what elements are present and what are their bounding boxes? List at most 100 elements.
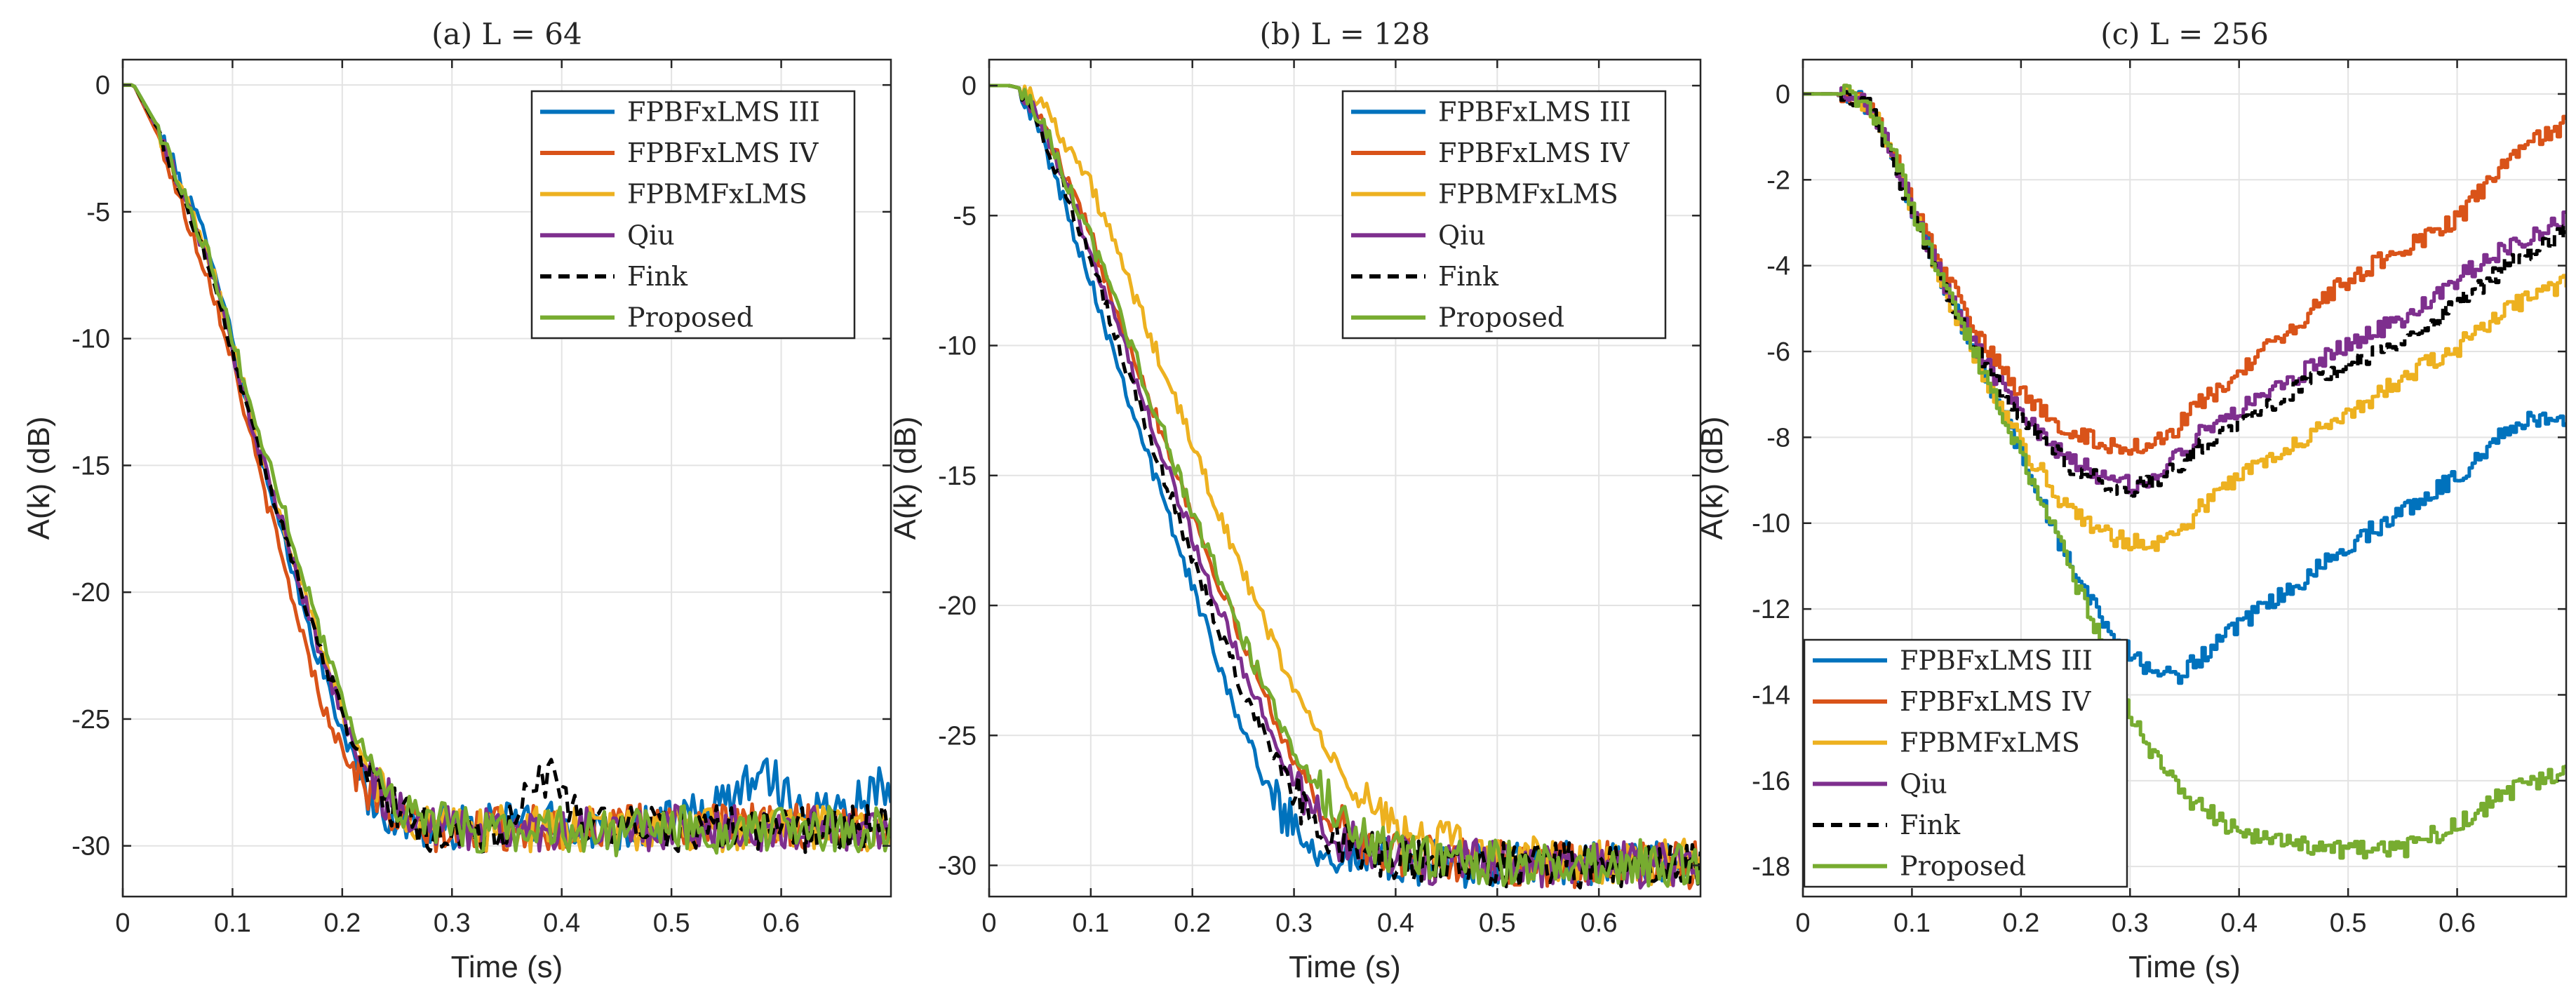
legend-label: FPBMFxLMS [1900, 727, 2080, 758]
legend-label: Fink [627, 261, 688, 292]
y-tick-label: -25 [938, 721, 977, 751]
legend-box [1341, 90, 1667, 340]
chart-title: (a) L = 64 [431, 17, 582, 51]
x-tick-label: 0.2 [2002, 908, 2039, 938]
y-tick-label: -30 [938, 852, 977, 881]
legend-label: FPBFxLMS IV [1900, 686, 2091, 717]
y-tick-label: -4 [1766, 252, 1790, 281]
y-tick-label: 0 [1776, 80, 1790, 109]
y-axis-label: A(k) (dB) [22, 417, 56, 540]
legend-label: Qiu [627, 220, 675, 250]
y-tick-label: -10 [72, 325, 110, 354]
legend-label: Proposed [627, 302, 753, 333]
y-tick-label: -30 [72, 832, 110, 861]
x-tick-label: 0 [1795, 908, 1810, 938]
series-line-fink [1803, 90, 2566, 499]
x-axis-label: Time (s) [451, 950, 563, 984]
legend-label: FPBFxLMS IV [1438, 138, 1630, 168]
legend-label: FPBMFxLMS [627, 179, 807, 210]
legend-label: Proposed [1438, 302, 1564, 333]
x-tick-label: 0.6 [763, 908, 800, 938]
series-line-qiu [1803, 86, 2566, 495]
y-tick-label: -2 [1766, 166, 1790, 195]
series-line-fink [989, 83, 1700, 890]
series-line-fpbmfxlms [989, 83, 1700, 886]
y-tick-label: -10 [938, 332, 977, 361]
x-tick-label: 0 [115, 908, 130, 938]
y-tick-label: -6 [1766, 337, 1790, 367]
x-tick-label: 0.3 [2112, 908, 2149, 938]
x-tick-label: 0.1 [1072, 908, 1109, 938]
x-tick-label: 0.5 [2330, 908, 2367, 938]
legend-label: FPBFxLMS III [1438, 96, 1631, 127]
y-tick-label: -20 [938, 591, 977, 621]
legend-label: Fink [1438, 261, 1499, 292]
series-line-fink [123, 83, 891, 855]
chart-title: (b) L = 128 [1260, 17, 1430, 51]
y-tick-label: -14 [1752, 680, 1790, 710]
axes-frame [1802, 58, 2568, 898]
series-line-fpbfxlms-iv [123, 83, 891, 854]
y-tick-label: -20 [72, 578, 110, 608]
series-line-fpbfxlms-iv [1803, 90, 2566, 456]
x-tick-label: 0.5 [1479, 908, 1516, 938]
legend-label: FPBFxLMS III [1900, 645, 2093, 676]
legend-label: Qiu [1438, 220, 1486, 250]
series-group [1803, 83, 2566, 860]
y-tick-label: -25 [72, 705, 110, 735]
x-tick-label: 0.4 [1377, 908, 1414, 938]
x-tick-label: 0.6 [2439, 908, 2476, 938]
x-tick-label: 0.4 [2220, 908, 2258, 938]
series-line-fpbfxlms-iii [1803, 87, 2566, 685]
legend: FPBFxLMS III FPBFxLMS IV FPBMFxLMS Qiu Fink P… [1803, 638, 2128, 888]
legend-box [1803, 638, 2128, 888]
legend-label: FPBFxLMS IV [627, 138, 819, 168]
x-tick-label: 0.3 [1275, 908, 1313, 938]
legend-label: FPBFxLMS III [627, 96, 820, 127]
x-tick-label: 0.4 [543, 908, 580, 938]
y-tick-label: -15 [72, 451, 110, 481]
chart-title: (c) L = 256 [2100, 17, 2269, 51]
y-axis-label: A(k) (dB) [888, 417, 923, 540]
x-tick-label: 0.1 [214, 908, 251, 938]
y-axis-label: A(k) (dB) [1695, 417, 1729, 540]
y-tick-label: -12 [1752, 595, 1790, 624]
chart-panel-3: 0 0.1 0.2 0.3 0.4 0.5 0.6 0 -2 -4 -6 -8 -10 -12 -14 -16… [1695, 17, 2568, 984]
y-tick-label: -10 [1752, 509, 1790, 539]
x-tick-label: 0.5 [653, 908, 690, 938]
x-axis-label: Time (s) [2128, 950, 2241, 984]
series-line-proposed [123, 83, 891, 858]
legend-label: FPBMFxLMS [1438, 179, 1618, 210]
legend-label: Proposed [1900, 851, 2026, 882]
axes-frame [121, 58, 892, 898]
y-tick-label: -18 [1752, 852, 1790, 882]
series-group [123, 83, 891, 858]
legend-label: Qiu [1900, 768, 1947, 799]
legend-label: Fink [1900, 810, 1961, 840]
y-tick-label: 0 [962, 72, 977, 101]
y-tick-label: -15 [938, 462, 977, 491]
x-axis-label: Time (s) [1289, 950, 1401, 984]
y-tick-label: -8 [1766, 423, 1790, 452]
y-tick-label: -5 [953, 201, 977, 231]
x-tick-label: 0.2 [323, 908, 361, 938]
axes-frame [988, 58, 1702, 898]
chart-panel-2: 0 0.1 0.2 0.3 0.4 0.5 0.6 0 -5 -10 -15 -20 -25 -30 (b)… [888, 17, 1702, 984]
series-group [989, 83, 1700, 890]
x-tick-label: 0 [981, 908, 996, 938]
series-line-fpbmfxlms [1803, 83, 2566, 552]
y-tick-label: -16 [1752, 767, 1790, 796]
chart-panel-1: 0 0.1 0.2 0.3 0.4 0.5 0.6 0 -5 -10 -15 -20 -25 -30 (a)… [22, 17, 892, 984]
x-tick-label: 0.2 [1174, 908, 1211, 938]
x-tick-label: 0.6 [1581, 908, 1618, 938]
y-tick-label: -5 [86, 198, 110, 227]
legend: FPBFxLMS III FPBFxLMS IV FPBMFxLMS Qiu Fink P… [1341, 90, 1667, 340]
series-line-proposed [989, 83, 1700, 888]
x-tick-label: 0.3 [434, 908, 471, 938]
legend: FPBFxLMS III FPBFxLMS IV FPBMFxLMS Qiu Fink P… [530, 90, 856, 340]
series-line-proposed [1803, 83, 2566, 860]
legend-box [530, 90, 856, 340]
y-tick-label: 0 [95, 71, 110, 100]
x-tick-label: 0.1 [1893, 908, 1931, 938]
